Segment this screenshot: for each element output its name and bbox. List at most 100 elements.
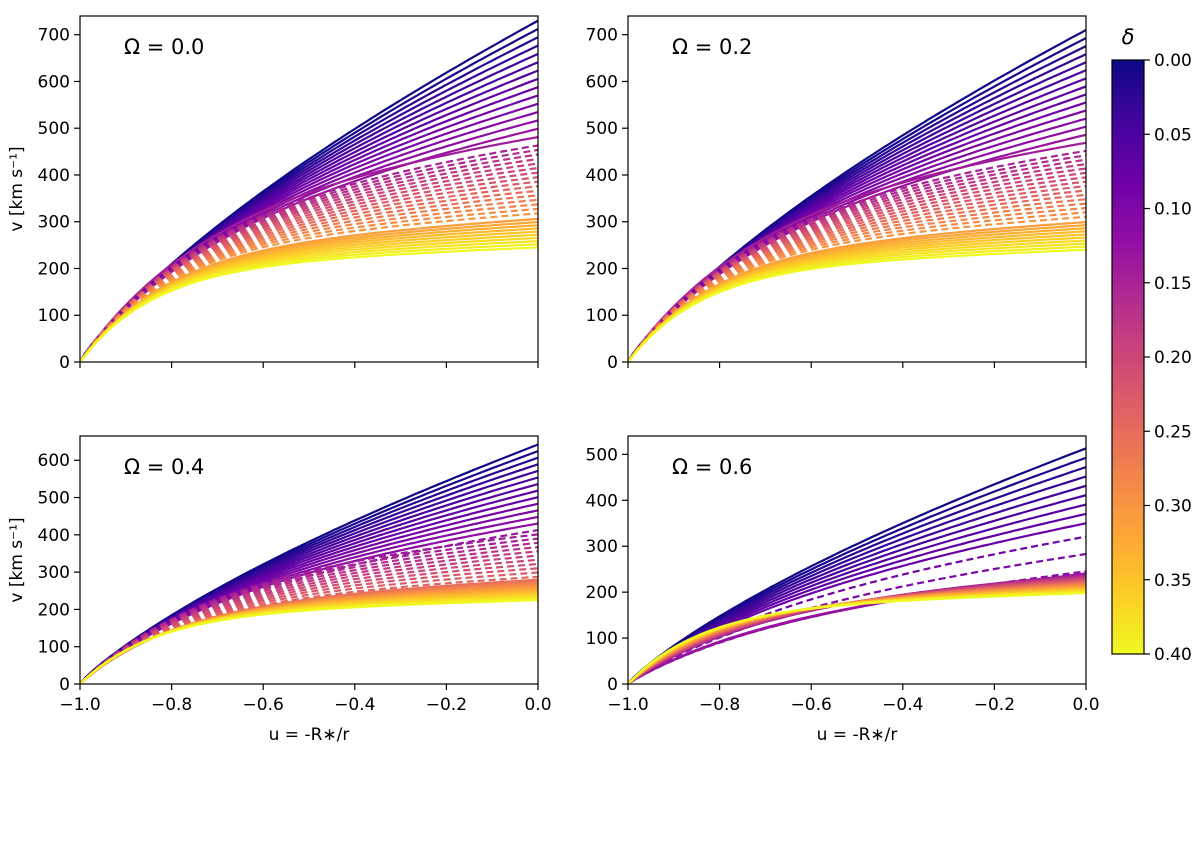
series-line	[80, 69, 538, 362]
panel-label: Ω = 0.4	[124, 455, 204, 479]
colorbar-tick-label: 0.40	[1154, 645, 1192, 665]
series-line	[628, 202, 1086, 362]
series-line	[628, 224, 1086, 362]
colorbar-tick-label: 0.15	[1154, 274, 1192, 294]
series-line	[628, 180, 1086, 362]
curves	[628, 447, 1086, 684]
axes-frame	[79, 435, 539, 685]
x-axis-label: u = -R∗/r	[817, 725, 898, 745]
series-line	[628, 85, 1086, 362]
curves	[628, 29, 1086, 362]
y-tick-label: 500	[586, 445, 618, 465]
y-tick-label: 200	[38, 600, 70, 620]
y-tick-label: 700	[586, 26, 618, 46]
series-line	[628, 592, 1086, 684]
y-tick-label: 0	[59, 675, 70, 695]
y-tick-label: 500	[586, 119, 618, 139]
series-line	[628, 61, 1086, 362]
y-tick-label: 300	[586, 213, 618, 233]
y-tick-label: 700	[38, 26, 70, 46]
panel-3: 0 100 200 300 400 500 600 −1.0 −0.8 −0.6 −0.4 −0.2 0…	[7, 435, 552, 745]
series-line	[80, 176, 538, 362]
series-line	[628, 484, 1086, 684]
series-line	[628, 227, 1086, 362]
series-line	[628, 447, 1086, 684]
y-tick-label: 400	[38, 526, 70, 546]
colorbar-label: δ	[1122, 25, 1135, 49]
axes-frame	[79, 15, 539, 363]
y-tick-label: 300	[586, 537, 618, 557]
panel-label: Ω = 0.2	[672, 35, 752, 59]
series-line	[80, 171, 538, 362]
x-tick-label: −0.6	[243, 695, 284, 715]
colorbar-tick-label: 0.30	[1154, 497, 1192, 517]
colorbar-tick-label: 0.10	[1154, 200, 1192, 220]
series-line	[80, 212, 538, 362]
x-tick-label: 0.0	[1072, 695, 1099, 715]
y-axis-label: v [km s⁻¹]	[7, 146, 27, 231]
y-tick-label: 400	[38, 166, 70, 186]
panel-2: 0 100 200 300 400 500 600 700 Ω = 0.2	[586, 15, 1087, 373]
y-tick-label: 400	[586, 166, 618, 186]
y-tick-label: 100	[38, 306, 70, 326]
colorbar: 0.00 0.05 0.10 0.15 0.20 0.25 0.30 0.35 0.40 δ	[1111, 25, 1192, 665]
x-tick-label: −0.2	[426, 695, 467, 715]
series-line	[80, 207, 538, 362]
panel-1: 0 100 200 300 400 500 600 700 Ω = 0.0 v [km s⁻¹]	[7, 15, 539, 373]
axes-frame	[627, 435, 1087, 685]
y-tick-label: 100	[586, 306, 618, 326]
colorbar-tick-label: 0.00	[1154, 51, 1192, 71]
curves	[80, 19, 538, 362]
y-tick-label: 300	[38, 563, 70, 583]
y-tick-label: 600	[38, 451, 70, 471]
colorbar-tick-label: 0.20	[1154, 348, 1192, 368]
series-line	[80, 189, 538, 362]
axes-frame	[627, 15, 1087, 363]
y-tick-label: 0	[607, 675, 618, 695]
y-tick-label: 600	[586, 72, 618, 92]
y-tick-label: 600	[38, 72, 70, 92]
y-tick-label: 0	[607, 353, 618, 373]
series-line	[628, 466, 1086, 684]
x-tick-label: 0.0	[524, 695, 551, 715]
x-tick-label: −0.8	[699, 695, 740, 715]
x-tick-label: −0.6	[791, 695, 832, 715]
y-tick-label: 200	[586, 583, 618, 603]
colorbar-tick-label: 0.25	[1154, 422, 1192, 442]
y-tick-label: 500	[38, 489, 70, 509]
curves	[80, 443, 538, 684]
x-tick-label: −1.0	[607, 695, 648, 715]
series-line	[628, 189, 1086, 362]
y-tick-label: 100	[38, 638, 70, 658]
panel-4: 0 100 200 300 400 500 −1.0 −0.8 −0.6 −0.4 −0.2 0.0 Ω…	[586, 435, 1100, 745]
series-line	[80, 136, 538, 362]
series-line	[628, 133, 1086, 362]
y-axis-label: v [km s⁻¹]	[7, 517, 27, 602]
series-line	[628, 456, 1086, 684]
series-line	[80, 533, 538, 684]
series-line	[80, 599, 538, 684]
series-line	[80, 537, 538, 684]
x-axis-label: u = -R∗/r	[269, 725, 350, 745]
colorbar-gradient	[1111, 59, 1145, 655]
series-line	[628, 193, 1086, 362]
series-line	[628, 206, 1086, 362]
x-tick-label: −0.4	[334, 695, 375, 715]
series-line	[80, 597, 538, 684]
colorbar-tick-label: 0.05	[1154, 125, 1192, 145]
panel-label: Ω = 0.0	[124, 35, 204, 59]
y-tick-label: 100	[586, 629, 618, 649]
series-line	[628, 141, 1086, 362]
y-tick-label: 300	[38, 213, 70, 233]
y-tick-label: 500	[38, 119, 70, 139]
x-tick-label: −0.2	[974, 695, 1015, 715]
x-tick-label: −1.0	[59, 695, 100, 715]
colorbar-tick-label: 0.35	[1154, 571, 1192, 591]
series-line	[80, 220, 538, 362]
series-line	[80, 94, 538, 362]
y-tick-label: 0	[59, 353, 70, 373]
x-tick-label: −0.8	[151, 695, 192, 715]
series-line	[628, 248, 1086, 362]
series-line	[80, 246, 538, 362]
